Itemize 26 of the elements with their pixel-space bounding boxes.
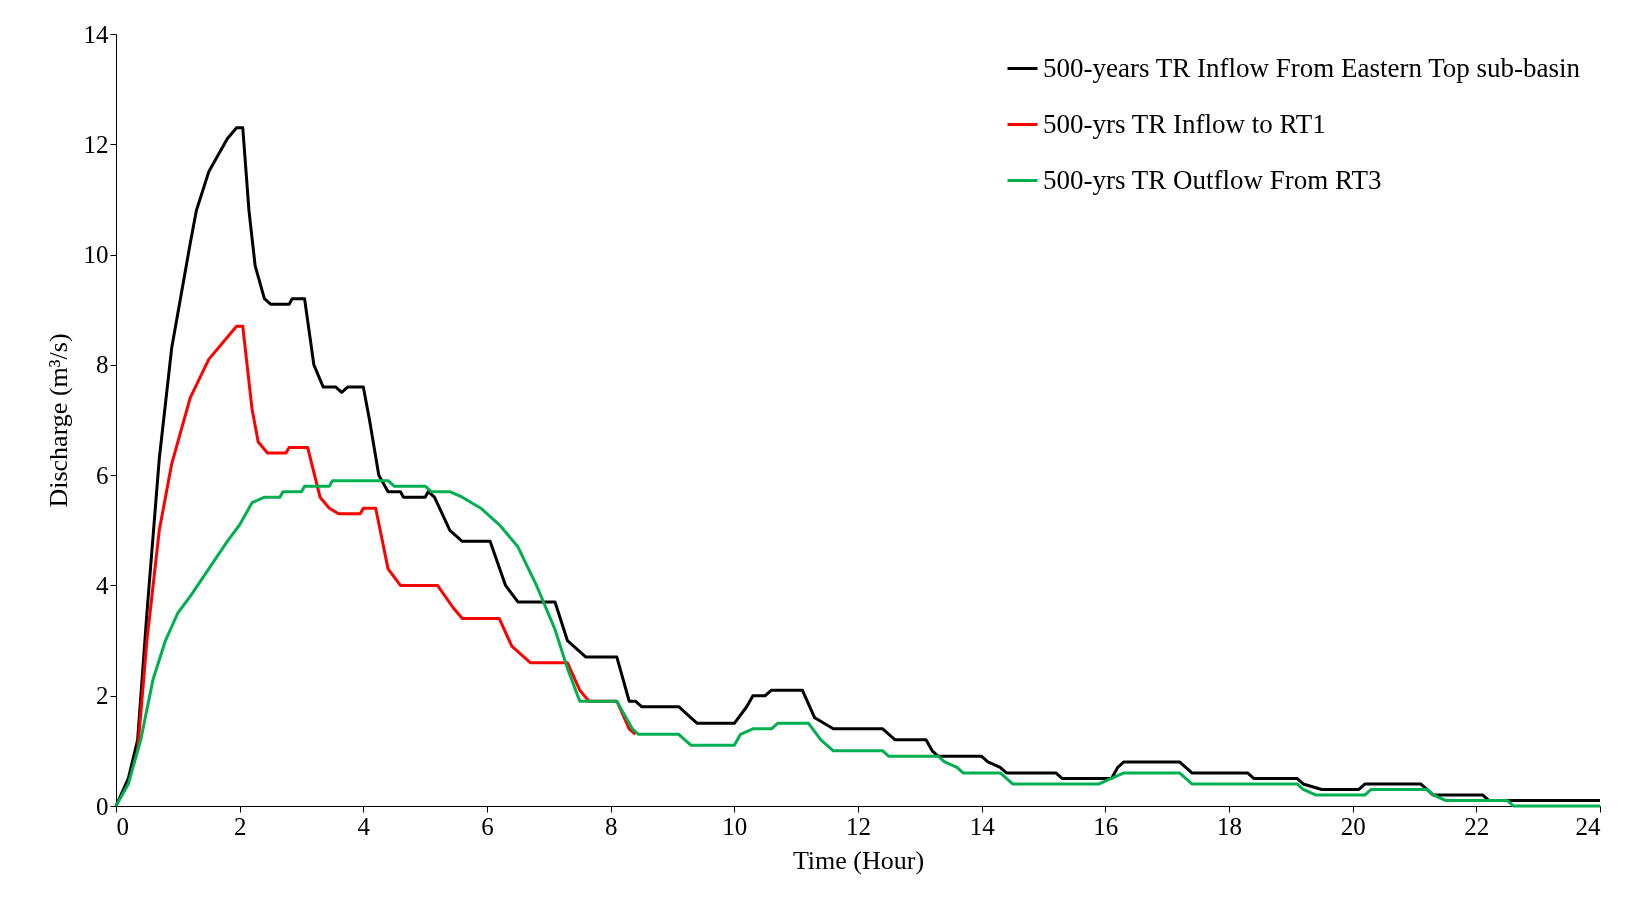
y-tick-label: 8: [96, 351, 109, 379]
x-axis-title: Time (Hour): [792, 845, 925, 875]
y-tick-label: 4: [96, 571, 109, 599]
x-tick-label: 24: [1575, 812, 1601, 840]
x-tick-label: 2: [233, 812, 247, 840]
x-tick-label: 4: [357, 812, 371, 840]
y-tick-label: 2: [96, 682, 109, 710]
x-tick-label: 14: [969, 812, 996, 840]
legend-label: 500-yrs TR Inflow to RT1: [1043, 108, 1326, 139]
x-tick-label: 22: [1464, 812, 1490, 840]
y-axis-title: Discharge (m³/s): [43, 333, 73, 508]
x-tick-label: 8: [604, 812, 618, 840]
legend-label: 500-yrs TR Outflow From RT3: [1043, 164, 1382, 195]
y-tick-label: 12: [83, 130, 109, 158]
y-tick-label: 10: [83, 241, 109, 269]
x-tick-label: 0: [116, 812, 129, 840]
y-tick-label: 0: [96, 792, 109, 820]
x-tick-label: 12: [846, 812, 871, 840]
legend-label: 500-years TR Inflow From Eastern Top sub-basin: [1043, 52, 1581, 83]
x-tick-label: 6: [481, 812, 494, 840]
y-tick-label: 14: [83, 20, 109, 48]
x-tick-label: 16: [1093, 812, 1119, 840]
x-tick-label: 18: [1217, 812, 1242, 840]
x-tick-label: 20: [1340, 812, 1366, 840]
x-tick-label: 10: [722, 812, 748, 840]
y-tick-label: 6: [96, 461, 109, 489]
